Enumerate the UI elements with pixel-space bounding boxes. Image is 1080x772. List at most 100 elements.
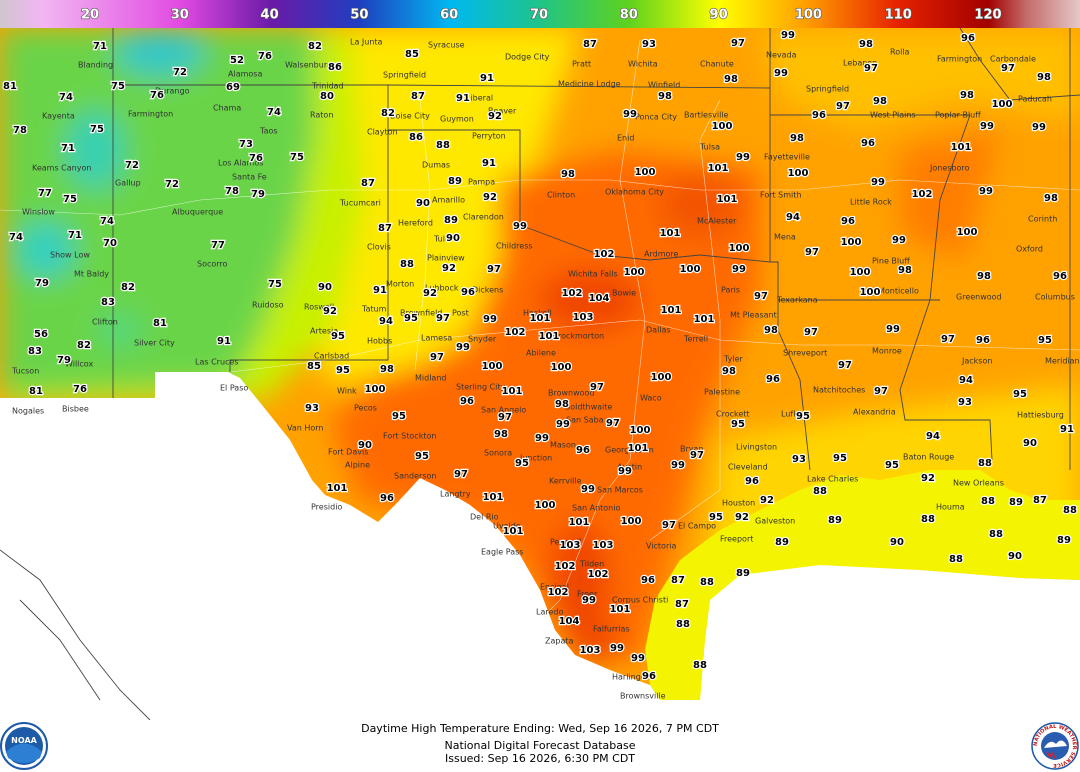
temperature-label: 95 bbox=[796, 411, 810, 422]
place-name: Meridian bbox=[1045, 357, 1080, 366]
temperature-label: 95 bbox=[336, 365, 350, 376]
place-name: Columbus bbox=[1035, 293, 1075, 302]
temperature-label: 101 bbox=[661, 305, 682, 316]
temperature-label: 76 bbox=[150, 90, 164, 101]
temperature-label: 88 bbox=[921, 514, 935, 525]
temperature-label: 91 bbox=[217, 336, 231, 347]
temperature-label: 87 bbox=[361, 178, 375, 189]
place-name: Pine Bluff bbox=[872, 257, 910, 266]
temperature-label: 96 bbox=[641, 575, 655, 586]
place-name: Dodge City bbox=[505, 53, 550, 62]
temperature-label: 79 bbox=[35, 278, 49, 289]
place-name: Paris bbox=[721, 286, 740, 295]
temperature-label: 91 bbox=[480, 73, 494, 84]
temperature-label: 99 bbox=[781, 30, 795, 41]
temperature-label: 100 bbox=[651, 372, 672, 383]
temperature-label: 101 bbox=[503, 526, 524, 537]
place-name: Georgetown bbox=[605, 446, 654, 455]
temperature-label: 90 bbox=[358, 440, 372, 451]
place-name: Sterling City bbox=[456, 383, 506, 392]
temperature-label: 96 bbox=[961, 33, 975, 44]
place-name: Ponca City bbox=[635, 113, 677, 122]
temperature-label: 88 bbox=[400, 259, 414, 270]
temperature-label: 92 bbox=[323, 306, 337, 317]
temperature-label: 100 bbox=[712, 121, 733, 132]
temperature-label: 78 bbox=[13, 125, 27, 136]
temperature-label: 96 bbox=[841, 216, 855, 227]
temperature-label: 94 bbox=[926, 431, 940, 442]
place-name: Sanderson bbox=[394, 472, 436, 481]
temperature-label: 95 bbox=[731, 419, 745, 430]
legend-labels: 20 30 40 50 60 70 80 90 100 110 120 bbox=[80, 7, 1002, 23]
place-name: Oklahoma City bbox=[605, 188, 664, 197]
temperature-label: 97 bbox=[805, 247, 819, 258]
place-name: Tucson bbox=[11, 367, 39, 376]
legend-label: 50 bbox=[350, 8, 368, 23]
place-name: Winslow bbox=[22, 208, 55, 217]
temperature-label: 98 bbox=[790, 133, 804, 144]
temperature-label: 88 bbox=[978, 458, 992, 469]
legend-label: 100 bbox=[795, 8, 822, 23]
place-name: Show Low bbox=[50, 251, 90, 260]
temperature-label: 99 bbox=[732, 264, 746, 275]
place-name: Enid bbox=[617, 134, 634, 143]
place-name: Houma bbox=[936, 503, 965, 512]
temperature-label: 98 bbox=[380, 364, 394, 375]
temperature-label: 101 bbox=[717, 194, 738, 205]
temperature-label: 99 bbox=[623, 109, 637, 120]
place-name: Trinidad bbox=[311, 82, 344, 91]
place-name: New Orleans bbox=[953, 479, 1004, 488]
temperature-label: 87 bbox=[411, 91, 425, 102]
place-name: Corpus Christi bbox=[612, 596, 668, 605]
place-name: Houston bbox=[722, 499, 755, 508]
place-name: Laredo bbox=[536, 608, 563, 617]
place-name: Throckmorton bbox=[547, 332, 604, 341]
place-name: El Paso bbox=[220, 384, 248, 393]
temperature-label: 75 bbox=[111, 81, 125, 92]
temperature-label: 83 bbox=[101, 297, 115, 308]
temperature-label: 101 bbox=[708, 163, 729, 174]
temperature-label: 96 bbox=[461, 287, 475, 298]
place-name: Livingston bbox=[736, 443, 777, 452]
temperature-label: 96 bbox=[576, 445, 590, 456]
temperature-label: 74 bbox=[9, 232, 23, 243]
place-name: Shreveport bbox=[783, 349, 827, 358]
place-name: Terrell bbox=[683, 335, 708, 344]
temperature-label: 98 bbox=[722, 366, 736, 377]
temperature-label: 77 bbox=[211, 240, 225, 251]
place-name: Presidio bbox=[311, 503, 342, 512]
temperature-label: 103 bbox=[580, 645, 601, 656]
place-name: Del Rio bbox=[470, 513, 499, 522]
temperature-label: 102 bbox=[548, 587, 569, 598]
temperature-label: 52 bbox=[230, 55, 244, 66]
place-name: Clovis bbox=[367, 243, 391, 252]
temperature-label: 92 bbox=[921, 473, 935, 484]
temperature-label: 89 bbox=[828, 515, 842, 526]
temperature-label: 79 bbox=[251, 189, 265, 200]
temperature-label: 82 bbox=[121, 282, 135, 293]
place-name: Fort Stockton bbox=[383, 432, 436, 441]
temperature-label: 72 bbox=[165, 179, 179, 190]
place-name: Haskell bbox=[523, 309, 552, 318]
place-name: San Saba bbox=[566, 416, 604, 425]
temperature-label: 97 bbox=[941, 334, 955, 345]
place-name: Albuquerque bbox=[172, 208, 223, 217]
place-name: Bryan bbox=[680, 445, 703, 454]
place-name: Kayenta bbox=[42, 112, 75, 121]
temperature-label: 99 bbox=[610, 643, 624, 654]
temperature-label: 97 bbox=[874, 386, 888, 397]
temperature-label: 75 bbox=[268, 279, 282, 290]
place-name: Lake Charles bbox=[807, 475, 858, 484]
temperature-label: 90 bbox=[1023, 438, 1037, 449]
temperature-label: 94 bbox=[959, 375, 973, 386]
place-name: Liberal bbox=[466, 94, 493, 103]
temperature-label: 97 bbox=[606, 418, 620, 429]
legend-label: 60 bbox=[440, 8, 458, 23]
temperature-label: 98 bbox=[764, 325, 778, 336]
legend-label: 110 bbox=[885, 8, 912, 23]
temperature-label: 91 bbox=[1060, 424, 1074, 435]
place-name: Dickens bbox=[472, 286, 503, 295]
temperature-label: 101 bbox=[694, 314, 715, 325]
temperature-label: 96 bbox=[642, 671, 656, 682]
temperature-label: 98 bbox=[494, 429, 508, 440]
